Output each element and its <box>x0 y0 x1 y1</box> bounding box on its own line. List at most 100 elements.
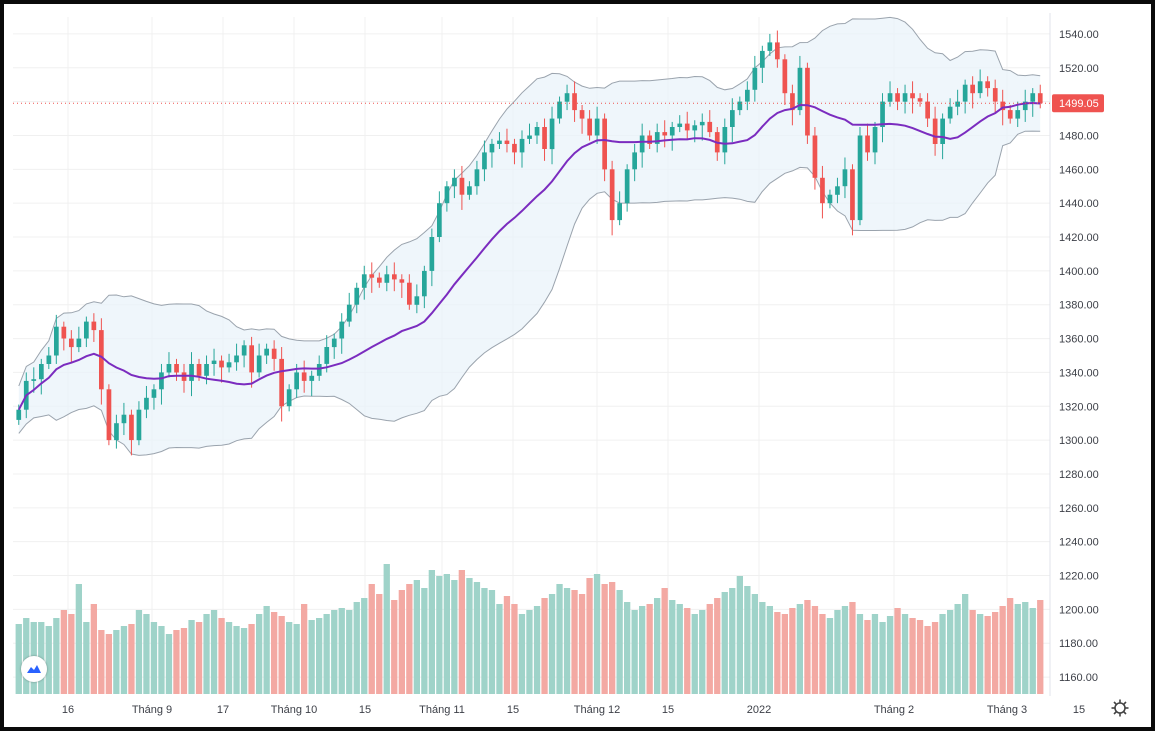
candle-body <box>256 355 262 373</box>
candle-body <box>392 274 397 280</box>
candle-body <box>31 379 37 381</box>
y-tick-label: 1400.00 <box>1059 266 1099 278</box>
candle-body <box>865 135 870 153</box>
candle-body <box>609 169 615 221</box>
volume-bar <box>556 584 563 694</box>
candle-body <box>211 360 217 364</box>
candle-body <box>985 81 990 89</box>
candle-body <box>947 106 953 119</box>
candle-body <box>602 118 607 170</box>
candle-body <box>114 423 119 441</box>
volume-bar <box>458 570 465 694</box>
volume-bar <box>992 612 999 694</box>
candle-body <box>91 321 97 331</box>
volume-bar <box>481 588 488 694</box>
candle-body <box>910 93 915 99</box>
volume-bar <box>188 620 195 694</box>
candle-body <box>219 360 224 368</box>
x-tick-label: Tháng 2 <box>874 704 914 716</box>
volume-bar <box>999 606 1006 694</box>
candle-body <box>497 140 502 144</box>
y-tick-label: 1200.00 <box>1059 604 1099 616</box>
volume-bar <box>571 590 578 694</box>
volume-bar <box>691 614 698 694</box>
candle-body <box>684 123 690 131</box>
candle-body <box>346 304 352 322</box>
volume-bar <box>736 576 743 694</box>
volume-bar <box>947 610 954 694</box>
volume-bar <box>68 614 75 694</box>
volume-bar <box>233 626 240 694</box>
candle-body <box>805 67 810 136</box>
volume-bar <box>346 610 353 694</box>
candle-body <box>820 177 825 204</box>
candle-body <box>767 42 773 51</box>
volume-bar <box>278 616 285 694</box>
volume-bar <box>368 584 375 694</box>
volume-bar <box>639 606 646 694</box>
y-tick-label: 1440.00 <box>1059 198 1099 210</box>
candle-body <box>790 93 795 111</box>
candle-body <box>54 326 59 356</box>
volume-bar <box>225 622 233 694</box>
candle-body <box>549 118 555 150</box>
candle-body <box>384 274 390 283</box>
candle-body <box>932 118 938 144</box>
candle-body <box>827 194 833 204</box>
candle-body <box>264 348 269 356</box>
volume-bar <box>759 602 766 694</box>
volume-bar <box>721 592 728 694</box>
volume-bar <box>586 578 593 694</box>
bollinger-band-layer <box>18 16 1041 456</box>
candle-body <box>812 135 818 178</box>
y-tick-label: 1160.00 <box>1059 672 1098 684</box>
bollinger-upper-band <box>18 16 1041 387</box>
candle-body <box>279 358 284 407</box>
candlestick-chart[interactable]: 1540.001520.001500.001480.001460.001440.… <box>13 13 1150 726</box>
volume-bar <box>413 580 420 694</box>
volume-bar <box>849 602 856 694</box>
price-axis-background <box>1050 13 1150 726</box>
candle-body <box>316 364 322 376</box>
gear-icon[interactable] <box>1110 698 1130 718</box>
volume-bar <box>391 600 398 694</box>
candle-body <box>204 364 209 376</box>
volume-bar <box>361 598 368 694</box>
volume-bar <box>383 564 390 694</box>
chart-plot-area[interactable]: 1540.001520.001500.001480.001460.001440.… <box>13 13 1150 726</box>
volume-bar <box>60 610 67 694</box>
candle-body <box>895 93 900 102</box>
candle-body <box>1022 101 1028 111</box>
volume-bar <box>503 596 511 694</box>
candle-body <box>241 345 247 356</box>
volume-bar <box>406 584 413 694</box>
candle-body <box>534 127 540 136</box>
volume-bar <box>924 626 931 694</box>
candle-body <box>850 169 855 221</box>
tradingview-logo-icon[interactable] <box>21 656 47 682</box>
moving-average-layer <box>17 101 1041 411</box>
candle-body <box>429 237 435 271</box>
volume-bar <box>706 604 713 694</box>
y-tick-label: 1220.00 <box>1059 571 1099 583</box>
candle-body <box>579 110 585 119</box>
volume-bar <box>526 610 533 694</box>
x-tick-label: 16 <box>62 704 74 716</box>
candle-body <box>617 203 622 221</box>
candle-body <box>249 345 254 373</box>
volume-bar <box>338 608 345 694</box>
candle-body <box>174 364 179 373</box>
volume-bar <box>105 634 112 694</box>
candle-body <box>414 296 420 305</box>
y-tick-label: 1260.00 <box>1059 503 1099 515</box>
candle-body <box>662 132 668 136</box>
volume-bar <box>593 574 601 694</box>
volume-bar <box>962 594 969 694</box>
volume-bar <box>120 626 128 694</box>
candle-body <box>722 127 728 153</box>
x-tick-label: Tháng 9 <box>132 704 172 716</box>
volume-bar <box>53 618 60 694</box>
candle-body <box>452 177 457 187</box>
y-tick-label: 1300.00 <box>1059 435 1099 447</box>
candle-body <box>422 270 427 297</box>
